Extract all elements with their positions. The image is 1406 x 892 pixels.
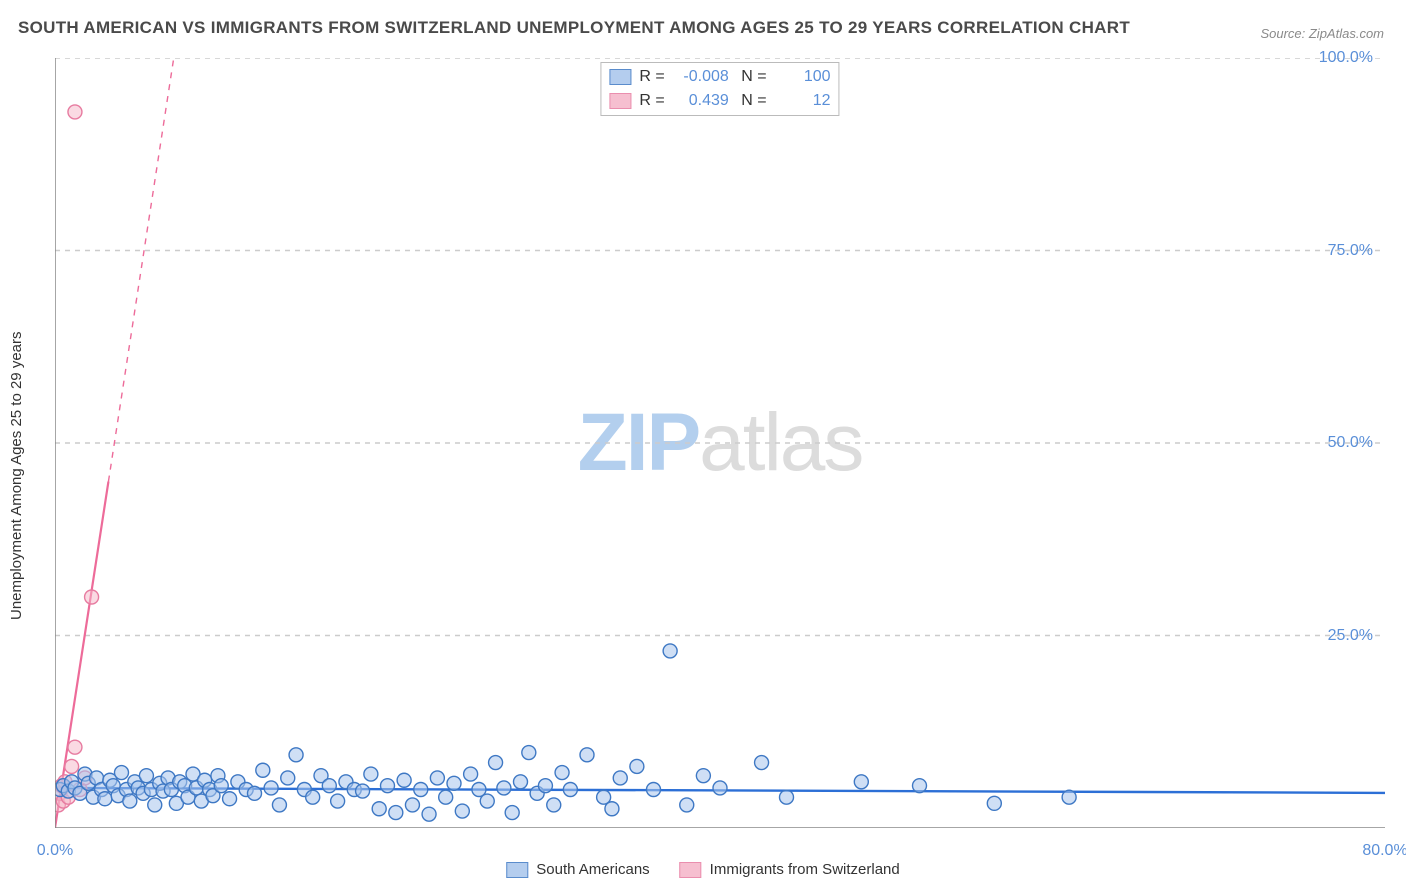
chart-container: SOUTH AMERICAN VS IMMIGRANTS FROM SWITZE… [0, 0, 1406, 892]
swatch-blue [609, 69, 631, 85]
n-label-2: N = [737, 89, 767, 113]
source-credit: Source: ZipAtlas.com [1260, 26, 1384, 41]
x-tick-label: 80.0% [1362, 842, 1406, 860]
n-label-1: N = [737, 65, 767, 89]
stats-row-1: R = -0.008 N = 100 [609, 65, 830, 89]
x-tick-label: 0.0% [37, 842, 73, 860]
stats-legend: R = -0.008 N = 100 R = 0.439 N = 12 [600, 62, 839, 116]
legend-label-2: Immigrants from Switzerland [710, 861, 900, 878]
legend-swatch-pink [680, 862, 702, 878]
y-tick-label: 100.0% [1319, 49, 1373, 67]
legend-item-2: Immigrants from Switzerland [680, 861, 900, 878]
r-value-1: -0.008 [673, 65, 729, 89]
legend-swatch-blue [506, 862, 528, 878]
y-axis-label: Unemployment Among Ages 25 to 29 years [8, 331, 25, 620]
stats-row-2: R = 0.439 N = 12 [609, 89, 830, 113]
swatch-pink [609, 93, 631, 109]
r-label-2: R = [639, 89, 664, 113]
r-label-1: R = [639, 65, 664, 89]
legend-item-1: South Americans [506, 861, 649, 878]
y-tick-label: 50.0% [1328, 434, 1373, 452]
y-tick-label: 75.0% [1328, 242, 1373, 260]
bottom-legend: South Americans Immigrants from Switzerl… [506, 861, 899, 878]
n-value-2: 12 [775, 89, 831, 113]
plot-area: ZIPatlas 25.0%50.0%75.0%100.0% R = -0.00… [55, 58, 1385, 828]
plot-svg [55, 58, 1385, 828]
legend-label-1: South Americans [536, 861, 649, 878]
n-value-1: 100 [775, 65, 831, 89]
y-tick-label: 25.0% [1328, 627, 1373, 645]
chart-title: SOUTH AMERICAN VS IMMIGRANTS FROM SWITZE… [18, 18, 1130, 38]
r-value-2: 0.439 [673, 89, 729, 113]
